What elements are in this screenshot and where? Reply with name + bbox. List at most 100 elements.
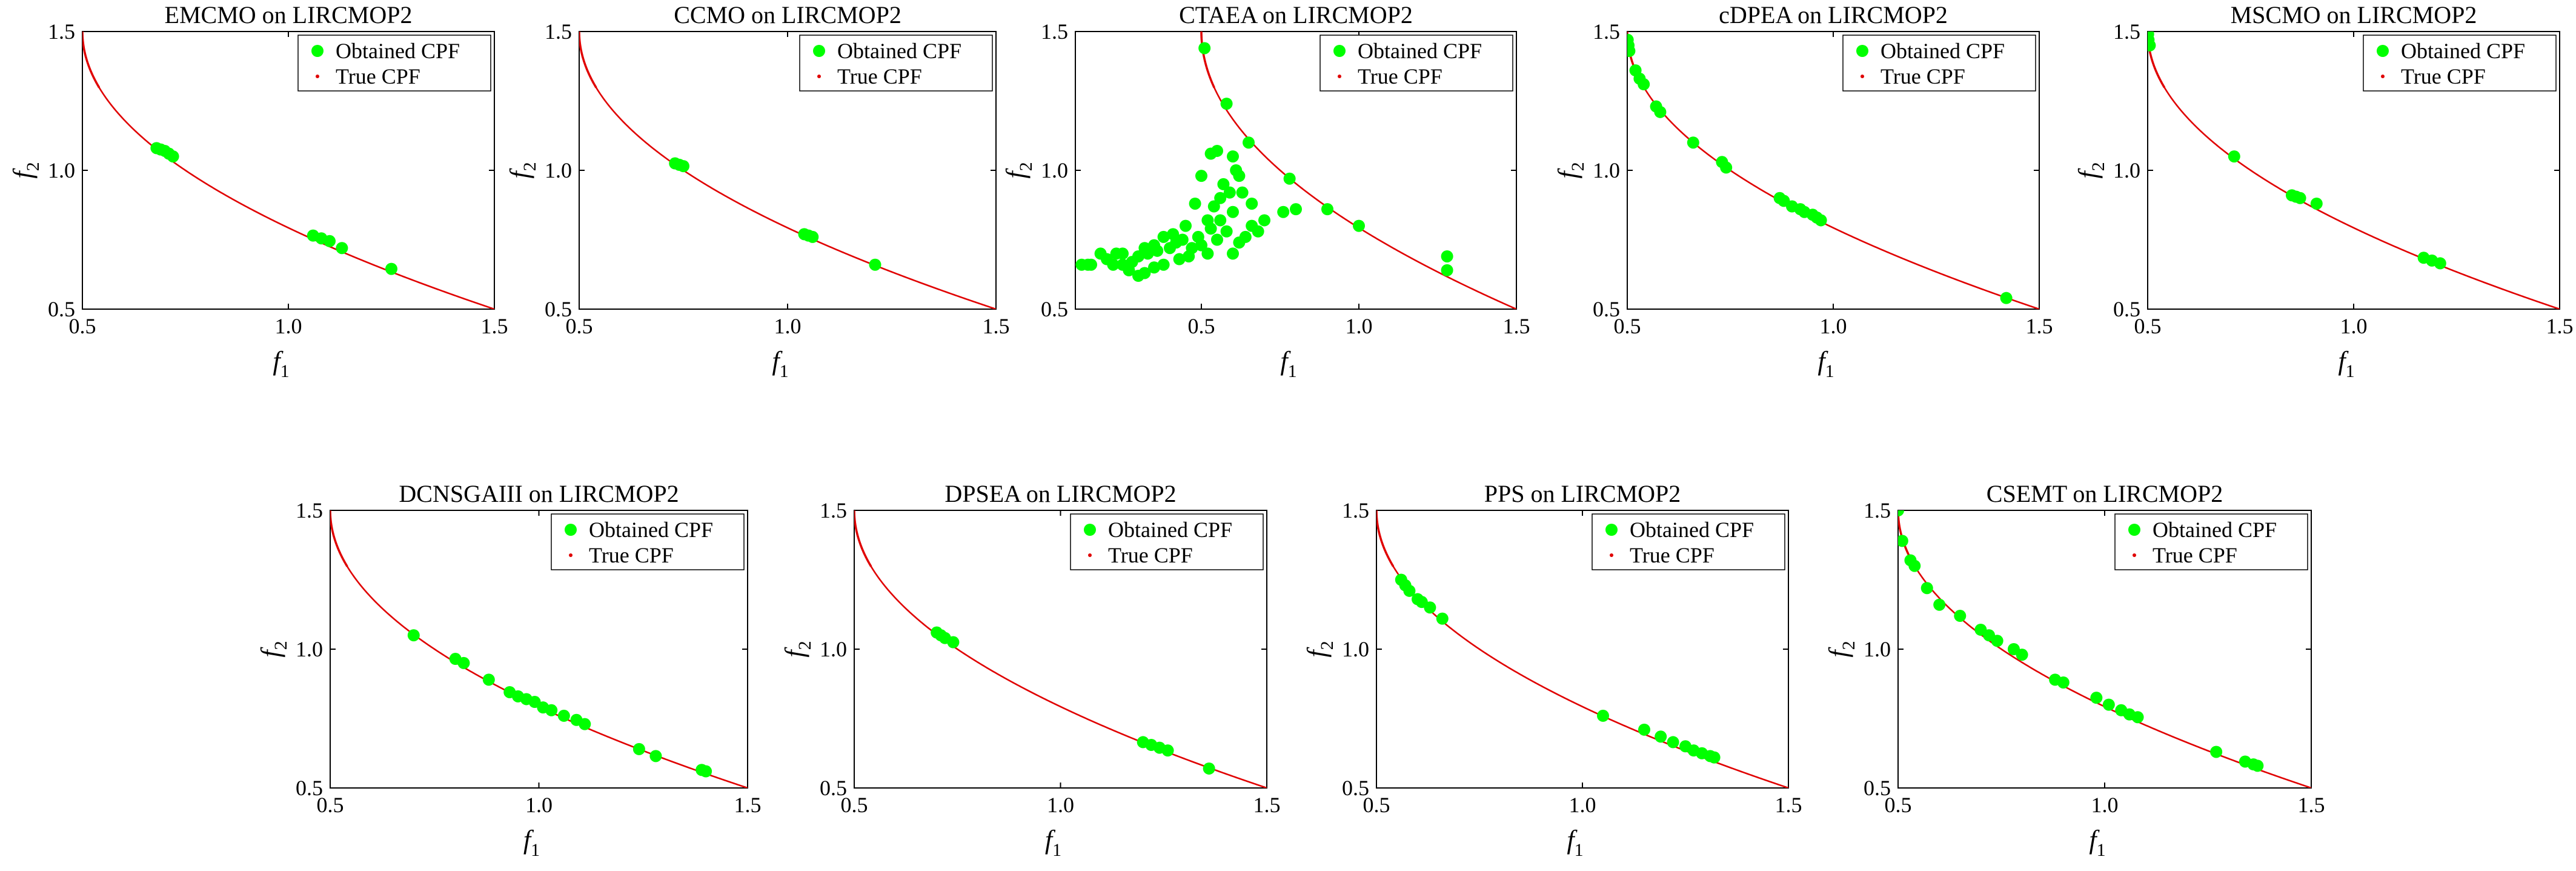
y-axis-label: f2 xyxy=(1001,162,1036,178)
true-cpf-line xyxy=(1914,565,2311,788)
x-axis-label: f1 xyxy=(2338,346,2354,381)
plot-area xyxy=(330,510,748,788)
legend-obtained-marker xyxy=(1084,524,1096,536)
obtained-cpf-point xyxy=(1814,214,1827,227)
obtained-cpf-point xyxy=(2016,649,2028,661)
legend-box xyxy=(297,35,491,92)
legend-obtained-label: Obtained CPF xyxy=(837,39,961,63)
legend-true-marker xyxy=(569,553,573,557)
x-tick-label: 1.5 xyxy=(2026,314,2053,338)
obtained-cpf-point xyxy=(1353,219,1365,232)
obtained-cpf-point xyxy=(1230,164,1243,176)
y-tick-label: 1.5 xyxy=(1864,498,1891,522)
obtained-cpf-point xyxy=(1252,225,1264,238)
obtained-cpf-point xyxy=(1167,228,1180,241)
obtained-cpf-point xyxy=(457,656,470,669)
legend-obtained-marker xyxy=(1333,45,1346,57)
x-tick-label: 1.0 xyxy=(774,314,802,338)
legend-true-label: True CPF xyxy=(2153,543,2237,567)
obtained-cpf-point xyxy=(1173,253,1186,265)
true-cpf-point xyxy=(330,510,331,512)
obtained-cpf-point xyxy=(1157,230,1170,243)
chart-panel: CTAEA on LIRCMOP2 0.5 1.0 1.5 0.5 1.0 1.5 f1 f2 O… xyxy=(1001,1,1530,381)
obtained-cpf-point xyxy=(1148,261,1160,274)
legend-obtained-marker xyxy=(1605,524,1618,536)
obtained-cpf-point xyxy=(869,258,881,271)
y-axis-label-sub: 2 xyxy=(1568,162,1588,171)
y-tick-label: 0.5 xyxy=(1593,297,1620,321)
x-tick-label: 1.5 xyxy=(1775,793,1802,817)
obtained-cpf-point xyxy=(545,704,558,716)
true-cpf-line xyxy=(346,565,748,788)
legend-obtained-label: Obtained CPF xyxy=(1630,518,1754,542)
legend-true-marker xyxy=(1861,75,1864,78)
legend-true-marker xyxy=(1088,553,1092,557)
x-axis-label: f1 xyxy=(1280,346,1296,381)
y-axis-label-sub: 2 xyxy=(2088,162,2108,171)
legend-box xyxy=(551,513,745,570)
y-axis-label: f2 xyxy=(780,641,815,657)
obtained-cpf-point xyxy=(1211,233,1223,246)
plot-area xyxy=(1898,510,2311,788)
x-axis-label-sub: 1 xyxy=(1052,840,1061,860)
obtained-cpf-point xyxy=(1687,136,1699,149)
obtained-cpf-point xyxy=(1627,45,1636,58)
y-tick-label: 1.5 xyxy=(296,498,323,522)
obtained-cpf-point xyxy=(324,235,336,247)
legend-obtained-marker xyxy=(565,524,577,536)
obtained-cpf-point xyxy=(1157,258,1170,271)
x-tick-label: 0.5 xyxy=(1363,793,1390,817)
chart-title: CSEMT on LIRCMOP2 xyxy=(1987,480,2223,507)
obtained-cpf-point xyxy=(1258,214,1270,227)
chart-panel: EMCMO on LIRCMOP2 0.5 1.0 1.5 0.5 1.0 1.5 f1 f2 O… xyxy=(8,1,508,381)
y-axis-label-sub: 2 xyxy=(23,162,43,171)
legend-true-label: True CPF xyxy=(1881,64,1965,88)
legend-box xyxy=(1592,513,1785,570)
obtained-cpf-point xyxy=(1638,723,1650,736)
true-cpf-point xyxy=(854,510,855,512)
y-tick-label: 1.5 xyxy=(1593,19,1620,44)
obtained-cpf-point xyxy=(1186,242,1198,255)
x-axis-label-sub: 1 xyxy=(2346,361,2355,381)
obtained-cpf-point xyxy=(1201,247,1214,260)
x-tick-label: 1.5 xyxy=(1503,314,1530,338)
y-axis-label: f2 xyxy=(505,162,540,178)
x-tick-label: 1.0 xyxy=(1820,314,1847,338)
obtained-cpf-point xyxy=(1223,186,1236,199)
obtained-cpf-point xyxy=(1214,192,1227,204)
obtained-cpf-point xyxy=(1207,200,1220,213)
x-tick-label: 1.0 xyxy=(1569,793,1596,817)
y-tick-label: 1.0 xyxy=(820,637,847,661)
obtained-cpf-point xyxy=(1908,559,1921,572)
chart-panel: DPSEA on LIRCMOP2 0.5 1.0 1.5 0.5 1.0 1.5 f1 f2 O… xyxy=(780,480,1281,860)
legend-true-label: True CPF xyxy=(1108,543,1193,567)
legend-box xyxy=(2114,513,2308,570)
y-axis-label-sub: 2 xyxy=(520,162,540,171)
obtained-cpf-point xyxy=(1227,205,1239,218)
obtained-cpf-point xyxy=(1075,258,1088,271)
obtained-cpf-point xyxy=(1708,751,1721,764)
obtained-cpf-point xyxy=(2000,292,2013,304)
obtained-cpf-point xyxy=(1277,205,1290,218)
y-axis-label: f2 xyxy=(1302,641,1337,657)
obtained-cpf-point xyxy=(579,718,591,730)
obtained-cpf-point xyxy=(649,750,662,763)
y-tick-label: 0.5 xyxy=(296,776,323,800)
obtained-cpf-point xyxy=(1176,233,1189,246)
obtained-cpf-point xyxy=(1283,172,1296,185)
obtained-cpf-point xyxy=(1954,610,1967,622)
chart-title: DCNSGAIII on LIRCMOP2 xyxy=(399,480,679,507)
x-axis-label: f1 xyxy=(1045,825,1061,860)
plot-area xyxy=(2148,32,2560,309)
plot-area xyxy=(1376,510,1788,788)
y-axis-label: f2 xyxy=(1553,162,1588,178)
obtained-cpf-point xyxy=(1933,598,1946,611)
true-cpf-line xyxy=(870,565,1267,788)
legend-true-label: True CPF xyxy=(837,64,922,88)
x-tick-label: 1.0 xyxy=(2340,314,2368,338)
chart-panel: CSEMT on LIRCMOP2 0.5 1.0 1.5 0.5 1.0 1.5 f1 f2 O… xyxy=(1824,480,2325,860)
